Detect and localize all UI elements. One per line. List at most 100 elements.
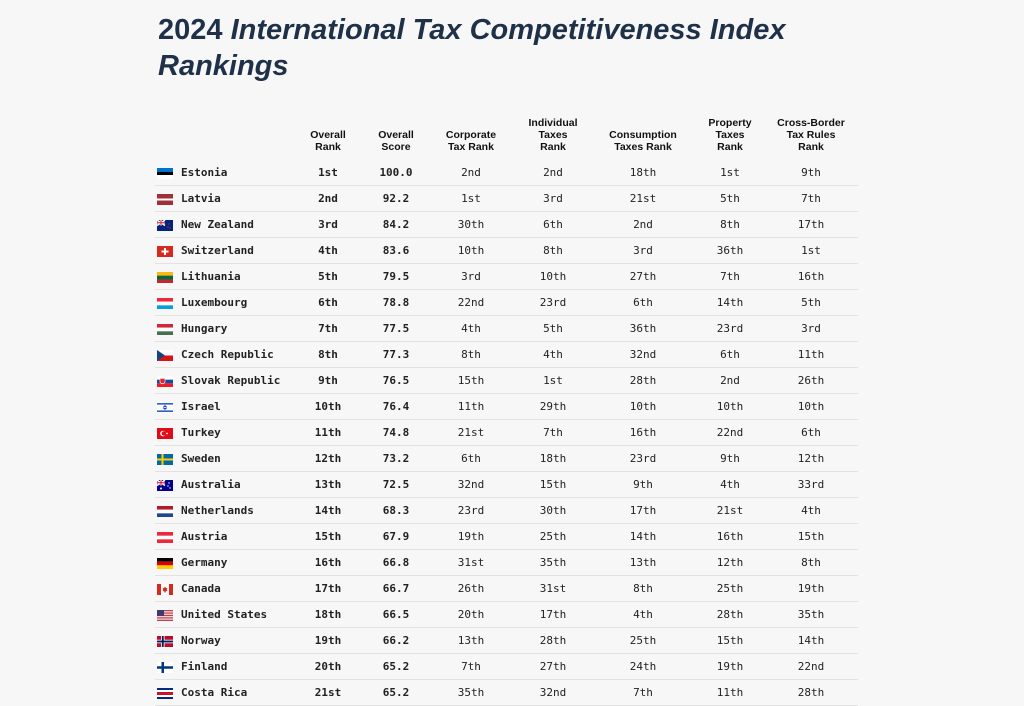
individual-taxes-rank-cell: 31st: [516, 575, 590, 602]
cross-border-rank-cell: 17th: [764, 211, 858, 238]
country-name: New Zealand: [181, 218, 254, 231]
norway-flag-icon: [157, 635, 173, 647]
consumption-taxes-rank-cell: 13th: [590, 549, 696, 576]
individual-taxes-rank-cell: 27th: [516, 653, 590, 680]
country-cell: Slovak Republic: [155, 367, 290, 394]
overall-rank-cell: 16th: [290, 549, 366, 576]
overall-score-cell: 65.2: [366, 653, 426, 680]
country-cell: Austria: [155, 523, 290, 550]
table-row: Turkey 11th 74.8 21st 7th 16th 22nd 6th: [155, 419, 858, 446]
country-cell: Germany: [155, 549, 290, 576]
cross-border-rank-cell: 15th: [764, 523, 858, 550]
corporate-tax-rank-cell: 35th: [426, 679, 516, 706]
country-cell: Sweden: [155, 445, 290, 472]
column-header: Corporate Tax Rank: [445, 129, 497, 153]
overall-rank-cell: 8th: [290, 341, 366, 368]
consumption-taxes-rank-cell: 16th: [590, 419, 696, 446]
overall-rank-cell: 5th: [290, 263, 366, 290]
cross-border-rank-cell: 5th: [764, 289, 858, 316]
cross-border-rank-cell: 28th: [764, 679, 858, 706]
consumption-taxes-rank-cell: 6th: [590, 289, 696, 316]
country-name: Israel: [181, 400, 221, 413]
austria-flag-icon: [157, 531, 173, 543]
costa-rica-flag-icon: [157, 687, 173, 699]
table-row: Latvia 2nd 92.2 1st 3rd 21st 5th 7th: [155, 185, 858, 212]
country-name: Austria: [181, 530, 228, 543]
country-name: Slovak Republic: [181, 374, 281, 387]
overall-score-cell: 66.5: [366, 601, 426, 628]
cross-border-rank-cell: 10th: [764, 393, 858, 420]
table-row: Finland 20th 65.2 7th 27th 24th 19th 22nd: [155, 653, 858, 680]
cross-border-rank-cell: 26th: [764, 367, 858, 394]
consumption-taxes-rank-cell: 25th: [590, 627, 696, 654]
cross-border-rank-cell: 3rd: [764, 315, 858, 342]
overall-score-cell: 76.4: [366, 393, 426, 420]
country-name: Germany: [181, 556, 228, 569]
corporate-tax-rank-cell: 2nd: [426, 160, 516, 186]
country-name: Switzerland: [181, 244, 254, 257]
sweden-flag-icon: [157, 453, 173, 465]
country-cell: United States: [155, 601, 290, 628]
individual-taxes-rank-cell: 1st: [516, 367, 590, 394]
overall-score-cell: 83.6: [366, 237, 426, 264]
individual-taxes-rank-cell: 35th: [516, 549, 590, 576]
cross-border-rank-cell: 19th: [764, 575, 858, 602]
slovak-republic-flag-icon: [157, 375, 173, 387]
corporate-tax-rank-cell: 31st: [426, 549, 516, 576]
country-name: Finland: [181, 660, 228, 673]
overall-score-cell: 77.3: [366, 341, 426, 368]
germany-flag-icon: [157, 557, 173, 569]
overall-rank-cell: 2nd: [290, 185, 366, 212]
cross-border-rank-cell: 22nd: [764, 653, 858, 680]
table-row: Czech Republic 8th 77.3 8th 4th 32nd 6th 11th: [155, 341, 858, 368]
turkey-flag-icon: [157, 427, 173, 439]
cross-border-rank-cell: 9th: [764, 160, 858, 186]
individual-taxes-rank-cell: 7th: [516, 419, 590, 446]
table-row: Luxembourg 6th 78.8 22nd 23rd 6th 14th 5th: [155, 289, 858, 316]
individual-taxes-rank-cell: 5th: [516, 315, 590, 342]
country-cell: Norway: [155, 627, 290, 654]
property-taxes-rank-cell: 9th: [696, 445, 764, 472]
country-name: Australia: [181, 478, 241, 491]
rankings-table: Overall Rank Overall Score Corporate Tax R…: [155, 112, 858, 706]
country-name: Costa Rica: [181, 686, 248, 699]
corporate-tax-rank-cell: 32nd: [426, 471, 516, 498]
corporate-tax-rank-cell: 6th: [426, 445, 516, 472]
country-cell: Turkey: [155, 419, 290, 446]
individual-taxes-rank-cell: 8th: [516, 237, 590, 264]
latvia-flag-icon: [157, 193, 173, 205]
overall-score-cell: 66.2: [366, 627, 426, 654]
overall-rank-cell: 3rd: [290, 211, 366, 238]
corporate-tax-rank-cell: 10th: [426, 237, 516, 264]
country-cell: Czech Republic: [155, 341, 290, 368]
corporate-tax-rank-cell: 1st: [426, 185, 516, 212]
property-taxes-rank-cell: 16th: [696, 523, 764, 550]
overall-rank-cell: 19th: [290, 627, 366, 654]
consumption-taxes-rank-cell: 28th: [590, 367, 696, 394]
header-country: [155, 112, 290, 160]
country-name: Latvia: [181, 192, 221, 205]
overall-score-cell: 100.0: [366, 160, 426, 186]
country-name: Sweden: [181, 452, 221, 465]
property-taxes-rank-cell: 10th: [696, 393, 764, 420]
individual-taxes-rank-cell: 2nd: [516, 160, 590, 186]
overall-rank-cell: 10th: [290, 393, 366, 420]
corporate-tax-rank-cell: 11th: [426, 393, 516, 420]
country-cell: Netherlands: [155, 497, 290, 524]
netherlands-flag-icon: [157, 505, 173, 517]
overall-rank-cell: 15th: [290, 523, 366, 550]
country-cell: Australia: [155, 471, 290, 498]
consumption-taxes-rank-cell: 10th: [590, 393, 696, 420]
individual-taxes-rank-cell: 23rd: [516, 289, 590, 316]
table-row: Estonia 1st 100.0 2nd 2nd 18th 1st 9th: [155, 160, 858, 186]
new-zealand-flag-icon: [157, 219, 173, 231]
country-name: Norway: [181, 634, 221, 647]
cross-border-rank-cell: 12th: [764, 445, 858, 472]
overall-rank-cell: 14th: [290, 497, 366, 524]
table-row: Germany 16th 66.8 31st 35th 13th 12th 8th: [155, 549, 858, 576]
property-taxes-rank-cell: 14th: [696, 289, 764, 316]
corporate-tax-rank-cell: 20th: [426, 601, 516, 628]
cross-border-rank-cell: 8th: [764, 549, 858, 576]
consumption-taxes-rank-cell: 18th: [590, 160, 696, 186]
corporate-tax-rank-cell: 13th: [426, 627, 516, 654]
